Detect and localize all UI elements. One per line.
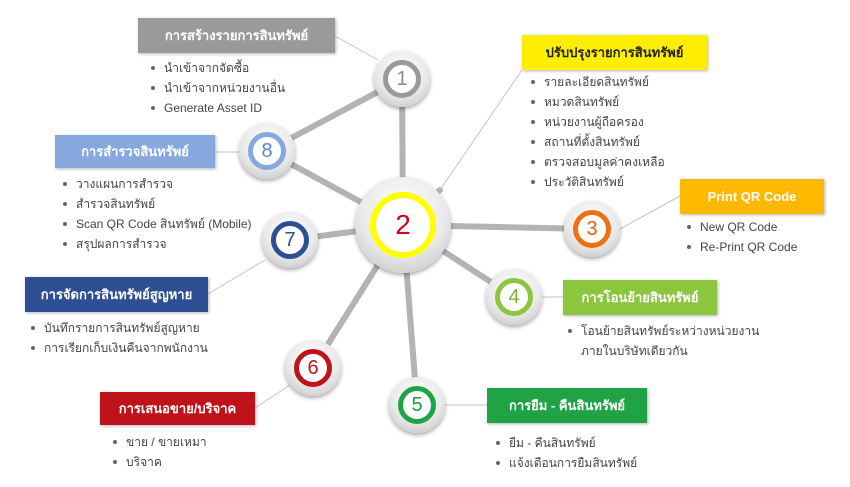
node-3: 3 xyxy=(564,201,620,257)
list-item: บริจาค xyxy=(112,452,207,472)
node-6: 6 xyxy=(285,340,341,396)
branch-2-title: ปรับปรุงรายการสินทรัพย์ xyxy=(522,35,707,70)
list-item: หน่วยงานผู้ถือครอง xyxy=(530,112,665,132)
node-8: 8 xyxy=(239,123,295,179)
list-item: ขาย / ขายเหมา xyxy=(112,432,207,452)
node-1-number: 1 xyxy=(383,60,421,98)
node-3-number: 3 xyxy=(573,210,611,248)
branch-1-title: การสร้างรายการสินทรัพย์ xyxy=(138,18,335,53)
list-item: Scan QR Code สินทรัพย์ (Mobile) xyxy=(62,214,252,234)
node-6-number: 6 xyxy=(294,349,332,387)
branch-1-list: นำเข้าจากจัดซื้อ นำเข้าจากหน่วยงานอื่น G… xyxy=(150,58,285,118)
node-4: 4 xyxy=(486,269,542,325)
branch-7-title: การจัดการสินทรัพย์สูญหาย xyxy=(25,277,208,312)
list-item: ประวัติสินทรัพย์ xyxy=(530,172,665,192)
node-7-number: 7 xyxy=(271,221,309,259)
list-item: ยืม - คืนสินทรัพย์ xyxy=(495,433,637,453)
branch-3-list: New QR Code Re-Print QR Code xyxy=(686,217,797,257)
branch-6-title: การเสนอขาย/บริจาค xyxy=(100,392,255,425)
list-item: นำเข้าจากหน่วยงานอื่น xyxy=(150,78,285,98)
branch-4-list: โอนย้ายสินทรัพย์ระหว่างหน่วยงาน ภายในบริ… xyxy=(567,321,759,361)
node-8-number: 8 xyxy=(248,132,286,170)
list-item: รายละเอียดสินทรัพย์ xyxy=(530,72,665,92)
list-item: นำเข้าจากจัดซื้อ xyxy=(150,58,285,78)
list-item: แจ้งเตือนการยืมสินทรัพย์ xyxy=(495,453,637,473)
list-item: สำรวจสินทรัพย์ xyxy=(62,194,252,214)
node-5-number: 5 xyxy=(398,386,436,424)
list-item: Generate Asset ID xyxy=(150,98,285,118)
list-item: ตรวจสอบมูลค่าคงเหลือ xyxy=(530,152,665,172)
leader-6 xyxy=(254,384,291,409)
list-item: โอนย้ายสินทรัพย์ระหว่างหน่วยงาน xyxy=(567,321,759,341)
list-item: บันทึกรายการสินทรัพย์สูญหาย xyxy=(30,318,208,338)
node-7: 7 xyxy=(262,212,318,268)
list-item: การเรียกเก็บเงินคืนจากพนักงาน xyxy=(30,338,208,358)
leader-3 xyxy=(619,195,681,230)
branch-4-title: การโอนย้ายสินทรัพย์ xyxy=(563,280,717,315)
branch-8-title: การสำรวจสินทรัพย์ xyxy=(55,135,215,168)
branch-3-title: Print QR Code xyxy=(680,179,824,214)
branch-6-list: ขาย / ขายเหมา บริจาค xyxy=(112,432,207,472)
list-item: สถานที่ตั้งสินทรัพย์ xyxy=(530,132,665,152)
center-number: 2 xyxy=(370,192,436,258)
list-item: New QR Code xyxy=(686,217,797,237)
list-item: วางแผนการสำรวจ xyxy=(62,174,252,194)
branch-5-list: ยืม - คืนสินทรัพย์ แจ้งเตือนการยืมสินทรั… xyxy=(495,433,637,473)
center-node: 2 xyxy=(355,177,451,273)
list-item: หมวดสินทรัพย์ xyxy=(530,92,665,112)
leader-2 xyxy=(439,69,523,191)
list-item: Re-Print QR Code xyxy=(686,237,797,257)
node-5: 5 xyxy=(389,377,445,433)
branch-8-list: วางแผนการสำรวจ สำรวจสินทรัพย์ Scan QR Co… xyxy=(62,174,252,254)
branch-2-list: รายละเอียดสินทรัพย์ หมวดสินทรัพย์ หน่วยง… xyxy=(530,72,665,192)
list-item: สรุปผลการสำรวจ xyxy=(62,234,252,254)
node-1: 1 xyxy=(374,51,430,107)
branch-5-title: การยืม - คืนสินทรัพย์ xyxy=(487,388,647,423)
leader-7 xyxy=(207,259,266,295)
leader-1 xyxy=(334,35,379,61)
branch-7-list: บันทึกรายการสินทรัพย์สูญหาย การเรียกเก็บ… xyxy=(30,318,208,358)
node-4-number: 4 xyxy=(495,278,533,316)
list-item: ภายในบริษัทเดียวกัน xyxy=(581,344,688,358)
